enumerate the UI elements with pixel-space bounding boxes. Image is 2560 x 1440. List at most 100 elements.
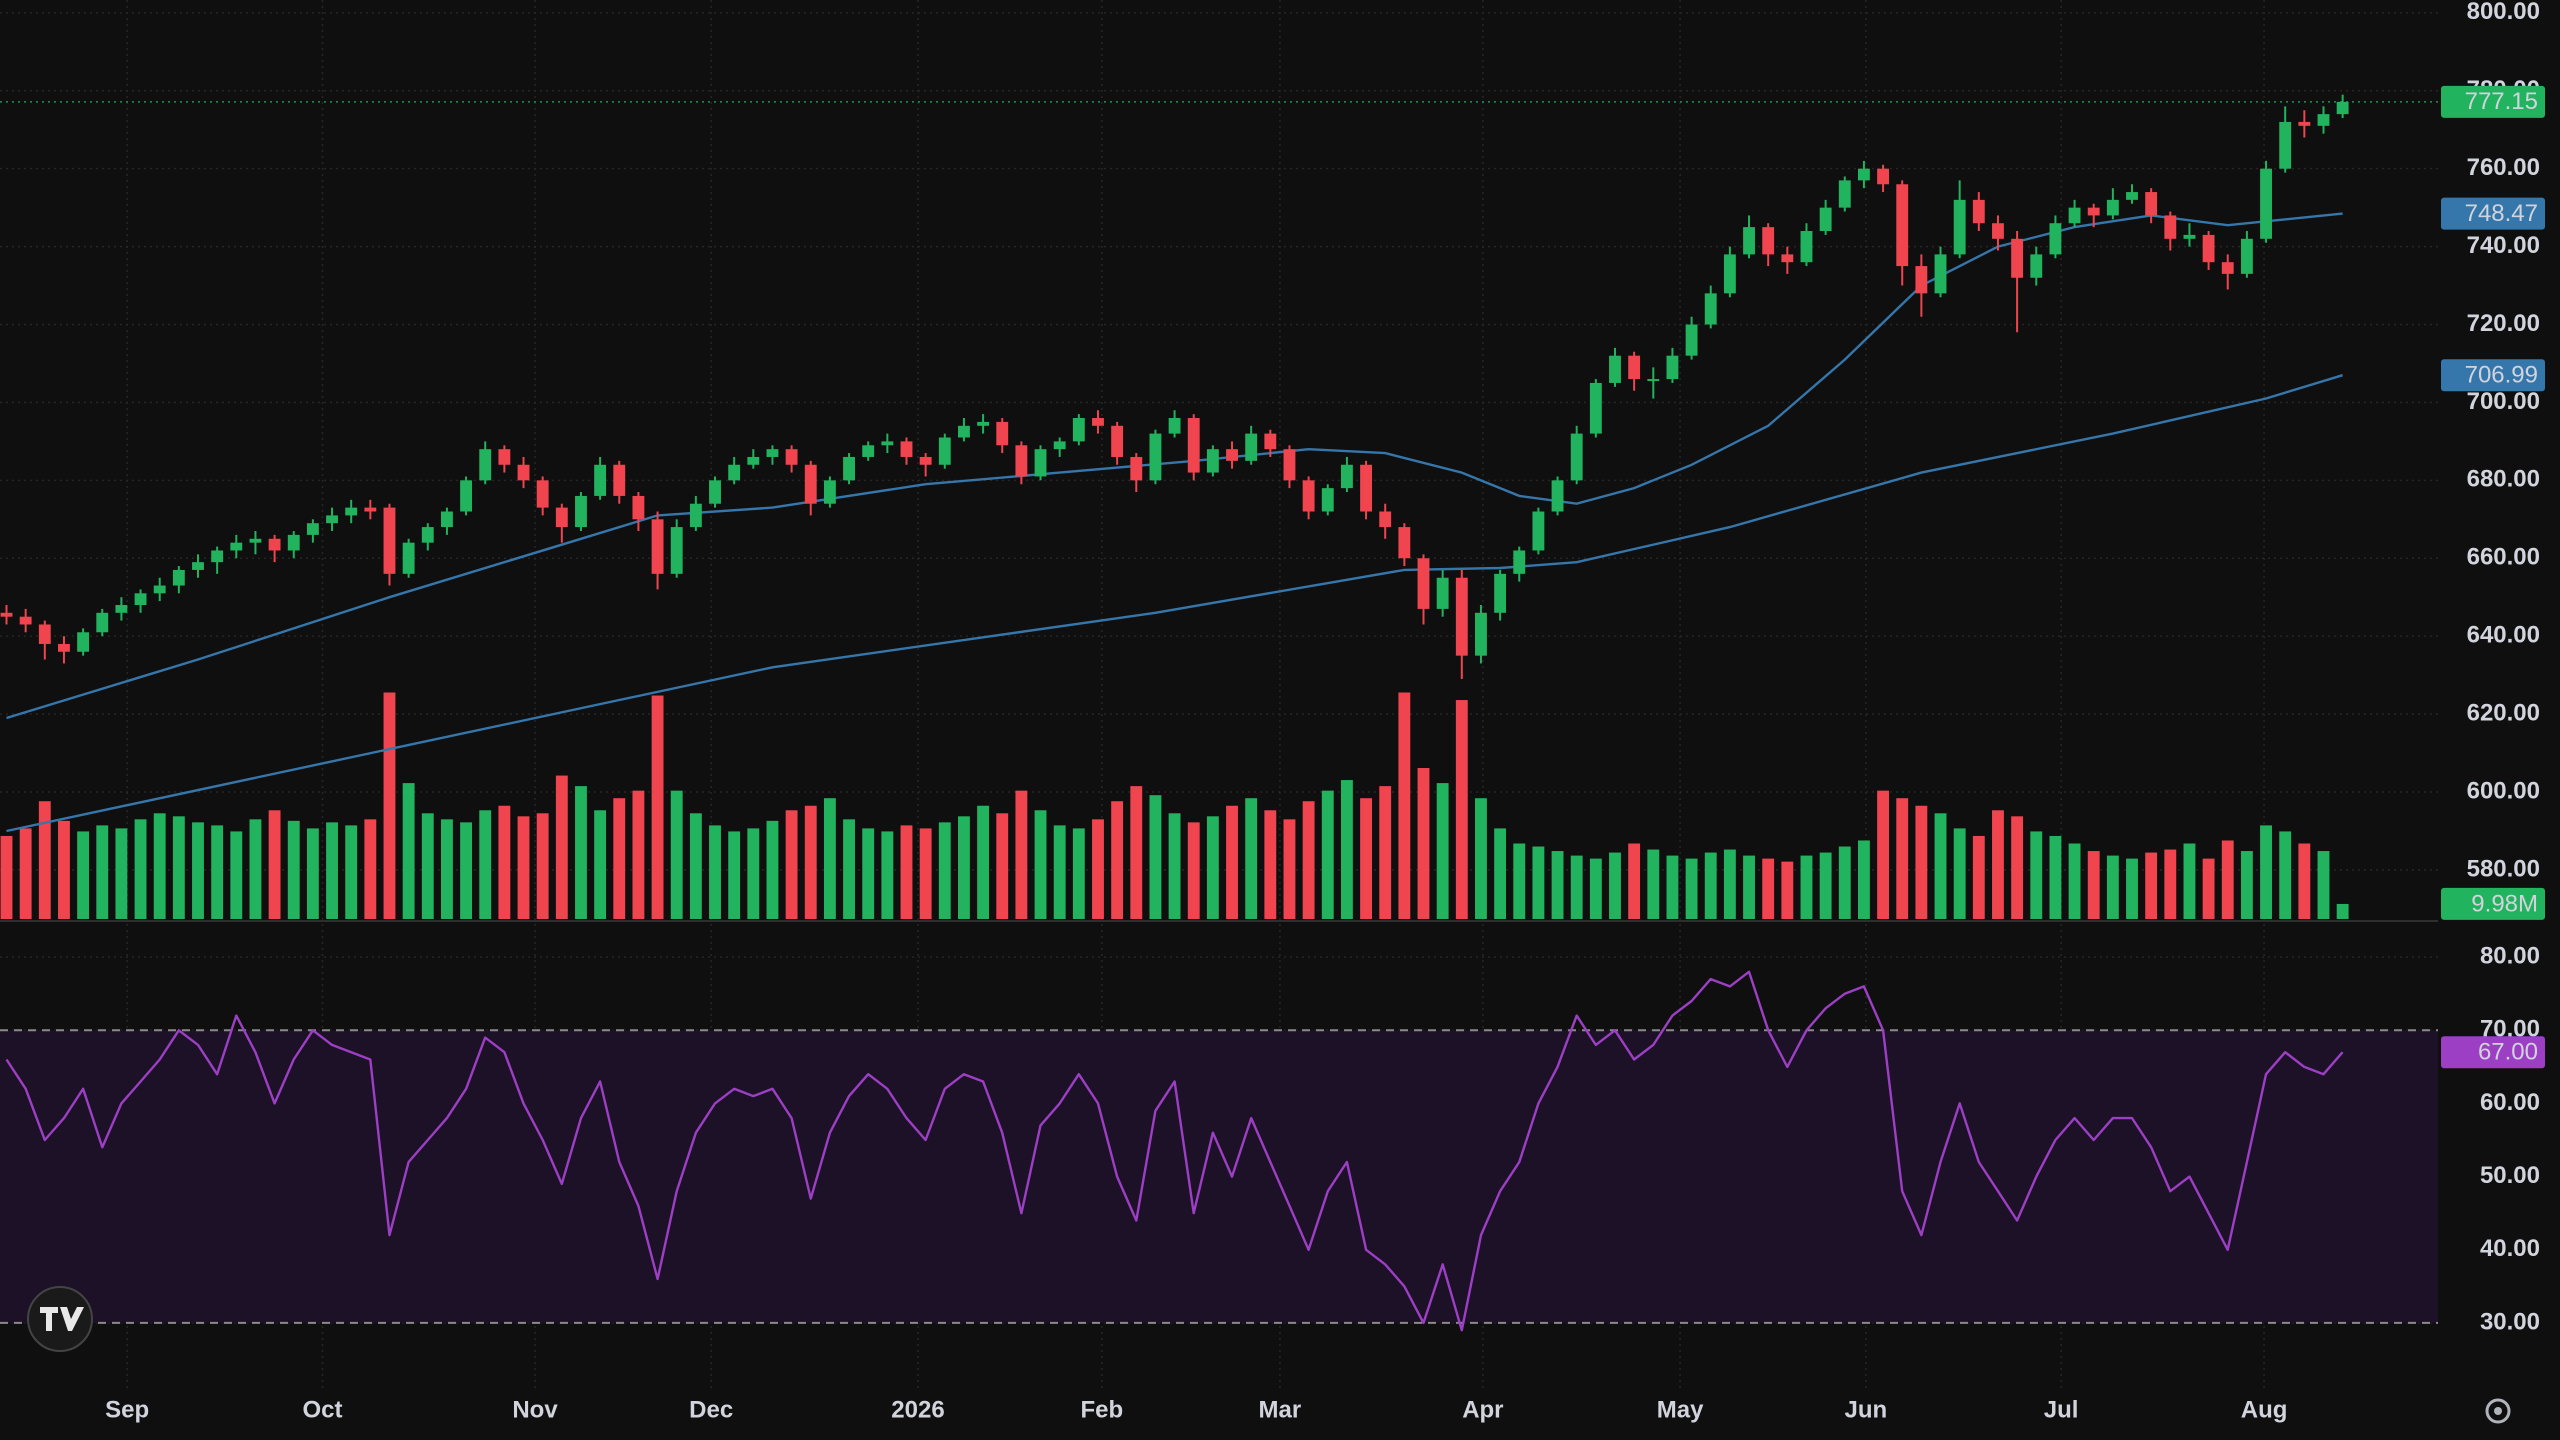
volume-bar [1704, 852, 1717, 919]
candle-body [1857, 168, 1870, 181]
candle-body [211, 550, 224, 563]
volume-bar [1628, 843, 1641, 919]
y-tick-label: 60.00 [2480, 1089, 2540, 1116]
candle-body [364, 507, 377, 512]
x-tick-label: Mar [1259, 1396, 1302, 1423]
volume-bar [2030, 831, 2043, 919]
candle-body [862, 445, 875, 457]
volume-bar [1015, 790, 1028, 919]
logo[interactable] [27, 1286, 93, 1352]
volume-bar [326, 822, 338, 919]
candle-body [575, 495, 587, 528]
gear-ring[interactable] [2485, 1398, 2511, 1424]
x-tick-label: Jun [1845, 1396, 1888, 1423]
volume-bar [1321, 790, 1334, 919]
candle-body [2202, 234, 2215, 263]
volume-bar [58, 820, 70, 919]
x-tick-label: Jul [2044, 1396, 2079, 1423]
volume-bar [2298, 843, 2311, 919]
volume-bar [1360, 798, 1372, 919]
candle-body [192, 562, 204, 570]
candle-body [747, 456, 760, 465]
candle-body [268, 538, 281, 551]
candle-body [1111, 425, 1124, 457]
candle-body [996, 421, 1009, 446]
volume-bar [115, 828, 128, 919]
volume-bar [1589, 858, 1602, 919]
volume-bar [460, 822, 473, 919]
y-tick-label: 600.00 [2467, 777, 2540, 804]
candle-body [919, 456, 932, 465]
volume-bar [1513, 843, 1526, 919]
candle-body [2087, 207, 2100, 216]
volume-bar [2087, 851, 2100, 919]
volume-bar [2260, 825, 2272, 919]
volume-bar [1609, 852, 1621, 919]
candle-body [38, 624, 51, 644]
x-tick-label: May [1657, 1396, 1704, 1423]
candle-body [1130, 456, 1143, 481]
moving-average-line [6, 374, 2343, 833]
volume-bar [2336, 903, 2349, 919]
volume-bar [517, 816, 530, 919]
volume-bar [1283, 819, 1296, 919]
volume-bar [613, 798, 626, 919]
candle-body [2106, 199, 2119, 216]
volume-bar [536, 813, 549, 919]
candle-body [1302, 480, 1315, 512]
candle-body [651, 519, 664, 574]
candle-body [1628, 355, 1641, 380]
volume-bar [0, 835, 13, 919]
volume-bar [2106, 855, 2119, 919]
candle-body [1015, 445, 1028, 477]
volume-bar [134, 819, 147, 919]
volume-bar [843, 819, 855, 919]
candle-body [479, 449, 492, 481]
candle-body [613, 464, 626, 496]
volume-bar [1187, 822, 1200, 919]
rsi-tag-bg [2441, 1036, 2545, 1069]
rsi-line [5, 970, 2344, 1332]
candle-body [2279, 121, 2292, 169]
volume-bar [230, 831, 243, 919]
volume-bar [96, 825, 109, 919]
y-tick-label: 760.00 [2467, 154, 2540, 181]
candle-body [1513, 550, 1526, 574]
y-tick-label: 700.00 [2467, 388, 2540, 415]
volume-bar [1092, 819, 1104, 919]
candle-body [1245, 433, 1258, 461]
volume-bar [421, 813, 434, 919]
volume-bar [651, 695, 664, 919]
logo-badge[interactable] [27, 1286, 93, 1352]
settings-button[interactable] [2485, 1398, 2511, 1424]
volume-bar [2126, 858, 2138, 919]
volume-bar [1838, 846, 1851, 919]
candle-body [1915, 266, 1928, 294]
moving-average-tag-bg [2441, 359, 2545, 392]
moving-average-tag: 748.47 [2465, 200, 2538, 227]
candle-body [2317, 114, 2330, 126]
x-tick-label: 2026 [891, 1396, 944, 1423]
candle-body [2068, 207, 2081, 224]
candle-body [2183, 234, 2196, 239]
candle-body [804, 464, 817, 504]
volume-bar [2240, 851, 2253, 919]
volume-bar [153, 813, 166, 919]
y-tick-label: 580.00 [2467, 855, 2540, 882]
candle-body [2011, 238, 2024, 278]
volume-bar [2183, 843, 2196, 919]
candle-body [306, 523, 319, 535]
candle-body [498, 449, 511, 465]
moving-average-tag-bg [2441, 197, 2545, 230]
candle-body [1877, 168, 1890, 185]
volume-bar [287, 820, 300, 919]
volume-bar [440, 819, 453, 919]
candles [0, 94, 2349, 680]
y-tick-label: 80.00 [2480, 942, 2540, 969]
volume-bar [862, 828, 875, 919]
candle-body [1494, 573, 1507, 613]
candle-body [823, 480, 836, 504]
candle-body [115, 605, 128, 613]
candle-body [1379, 511, 1392, 528]
